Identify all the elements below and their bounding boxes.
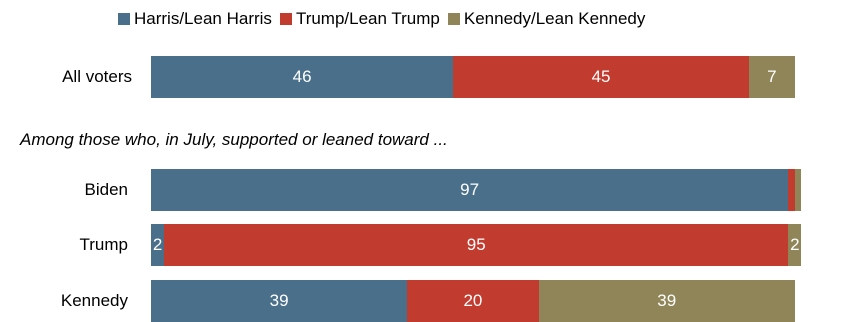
row-label-all-voters: All voters [62, 67, 132, 86]
bar-all-voters-trump [453, 56, 749, 98]
bar-biden-kennedy [794, 169, 802, 211]
legend-item-trump: Trump/Lean Trump [279, 9, 440, 29]
legend-item-harris: Harris/Lean Harris [118, 9, 272, 29]
chart-legend: Harris/Lean Harris Trump/Lean Trump Kenn… [118, 8, 653, 30]
chart-subtitle: Among those who, in July, supported or l… [20, 130, 448, 149]
legend-swatch-kennedy [447, 13, 460, 25]
row-label-kennedy: Kennedy [60, 291, 128, 310]
bar-kennedy-kennedy [538, 280, 795, 322]
legend-swatch-harris [118, 13, 130, 25]
row-label-trump: Trump [79, 235, 129, 254]
legend-label-kennedy: Kennedy/Lean Kennedy [463, 9, 646, 28]
bar-value-all-voters-harris: 46 [292, 67, 312, 86]
bar-value-trump-harris: 2 [152, 235, 163, 254]
bar-value-biden-harris: 97 [460, 180, 480, 199]
bar-kennedy-trump [407, 280, 539, 322]
legend-label-harris: Harris/Lean Harris [134, 9, 272, 28]
bar-value-kennedy-kennedy: 39 [657, 291, 677, 310]
bar-biden-harris [151, 169, 789, 211]
legend-label-trump: Trump/Lean Trump [295, 9, 440, 28]
legend-swatch-trump [279, 13, 292, 25]
bar-value-trump-kennedy: 2 [790, 235, 800, 254]
bar-value-all-voters-trump: 45 [591, 67, 611, 86]
bar-all-voters-harris [151, 56, 454, 98]
bar-kennedy-harris [151, 280, 408, 322]
bar-trump-harris [151, 224, 165, 266]
bar-trump-kennedy [788, 224, 802, 266]
bar-value-kennedy-harris: 39 [269, 291, 289, 310]
bar-all-voters-kennedy [748, 56, 795, 98]
legend-item-kennedy: Kennedy/Lean Kennedy [447, 9, 646, 29]
row-label-biden: Biden [84, 180, 128, 199]
bar-value-all-voters-kennedy: 7 [767, 67, 777, 86]
bar-value-trump-trump: 95 [466, 235, 486, 254]
bar-value-kennedy-trump: 20 [463, 291, 483, 310]
bar-trump-trump [164, 224, 789, 266]
bar-biden-trump [788, 169, 795, 211]
